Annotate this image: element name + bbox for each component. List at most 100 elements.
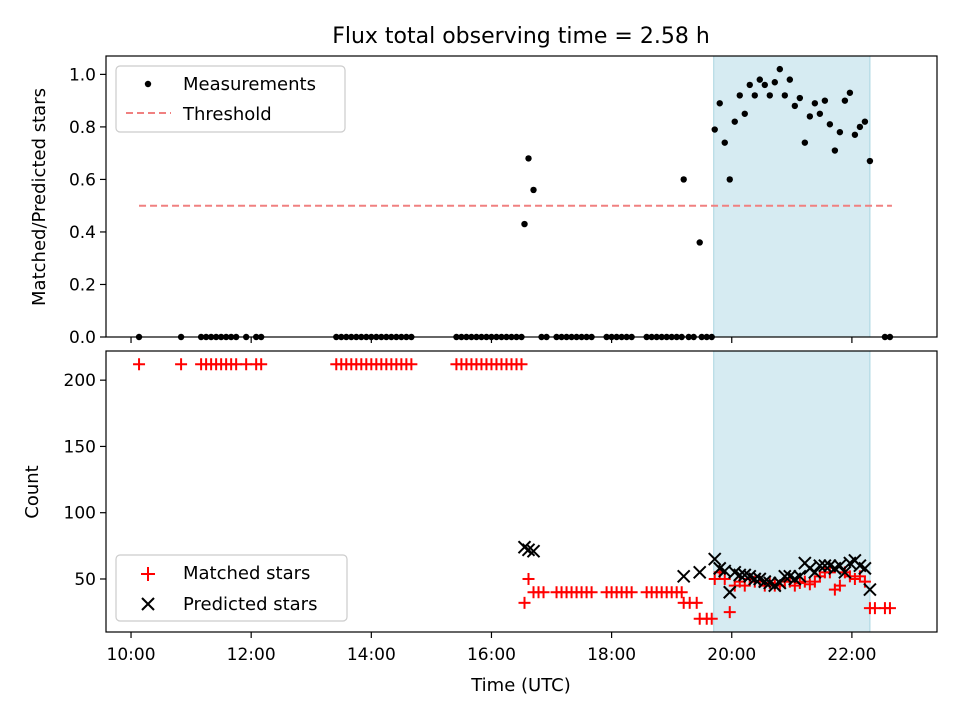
point-matched-stars xyxy=(675,586,688,599)
bottom-y-axis-label: Count xyxy=(22,465,43,518)
point-matched-stars xyxy=(848,572,861,585)
legend-label-predicted-stars: Predicted stars xyxy=(183,594,317,615)
point-measurements xyxy=(816,110,824,117)
legend-marker-matched-stars xyxy=(141,567,155,581)
x-tick-label: 12:00 xyxy=(227,645,276,665)
x-axis-label: Time (UTC) xyxy=(470,675,571,696)
legend-label-measurements: Measurements xyxy=(183,74,316,95)
top-legend: Measurements Threshold xyxy=(115,65,346,133)
top-y-axis-label: Matched/Predicted stars xyxy=(29,88,50,306)
point-predicted-stars xyxy=(748,572,762,586)
point-matched-stars xyxy=(133,358,146,371)
point-matched-stars xyxy=(522,572,535,585)
bottom-x-ticks: 10:00 12:00 14:00 16:00 18:00 20:00 22:00 xyxy=(107,632,876,665)
point-matched-stars xyxy=(405,358,418,371)
point-measurements xyxy=(726,176,733,183)
top-y-tick-label: 0.6 xyxy=(69,170,96,190)
point-matched-stars xyxy=(833,579,846,592)
point-predicted-stars xyxy=(858,561,872,576)
point-measurements xyxy=(801,139,809,146)
bottom-legend-box xyxy=(115,554,348,622)
point-matched-stars xyxy=(808,575,821,588)
point-measurements xyxy=(525,155,532,162)
point-matched-stars xyxy=(723,606,736,619)
top-y-tick-label: 1.0 xyxy=(69,65,96,85)
point-measurements xyxy=(836,128,844,136)
x-tick-label: 14:00 xyxy=(347,645,396,665)
point-predicted-stars xyxy=(773,576,787,590)
x-tick-label: 10:00 xyxy=(107,645,156,665)
point-measurements xyxy=(771,79,779,86)
point-measurements xyxy=(791,102,799,110)
top-panel: 0.0 0.2 0.4 0.6 0.8 1.0 Matched/Predicted sta… xyxy=(29,55,938,348)
point-measurements xyxy=(521,220,528,228)
bottom-legend: Matched stars Predicted stars xyxy=(115,554,348,622)
point-predicted-stars xyxy=(833,559,847,573)
point-measurements xyxy=(766,92,773,99)
point-predicted-stars xyxy=(808,565,822,580)
point-matched-stars xyxy=(255,358,268,371)
point-measurements xyxy=(736,92,743,99)
point-measurements xyxy=(841,97,849,104)
point-measurements xyxy=(811,100,819,107)
point-predicted-stars xyxy=(676,569,691,584)
x-tick-label: 20:00 xyxy=(707,645,756,665)
x-tick-label: 18:00 xyxy=(587,645,636,665)
bottom-panel: 50 100 150 200 10:00 12:00 14:00 16:00 18:00 20:… xyxy=(22,350,938,696)
point-measurements xyxy=(721,139,728,146)
bottom-highlight-interval xyxy=(713,350,871,633)
legend-marker-measurements xyxy=(144,80,152,88)
point-predicted-stars xyxy=(693,565,707,580)
point-measurements xyxy=(786,76,794,83)
point-measurements xyxy=(751,92,758,99)
point-predicted-stars xyxy=(818,559,832,573)
point-measurements xyxy=(716,100,723,107)
point-measurements xyxy=(776,65,784,73)
point-measurements xyxy=(851,131,859,138)
point-measurements xyxy=(761,81,768,89)
point-predicted-stars xyxy=(778,569,792,584)
legend-marker-predicted-stars xyxy=(141,597,155,611)
point-matched-stars xyxy=(705,612,718,625)
point-matched-stars xyxy=(625,586,638,599)
point-measurements xyxy=(831,147,839,154)
point-measurements xyxy=(731,118,738,125)
top-x-ticks xyxy=(130,337,853,343)
point-predicted-stars xyxy=(526,544,541,558)
bottom-y-tick-label: 200 xyxy=(64,371,96,391)
bottom-y-tick-label: 100 xyxy=(64,504,96,524)
point-matched-stars xyxy=(585,586,598,599)
point-matched-stars xyxy=(240,358,253,371)
point-matched-stars xyxy=(175,358,188,371)
x-tick-label: 22:00 xyxy=(827,645,876,665)
point-measurements xyxy=(856,123,864,131)
point-predicted-stars xyxy=(521,543,536,557)
point-predicted-stars xyxy=(793,569,807,584)
chart-title: Flux total observing time = 2.58 h xyxy=(332,24,710,49)
point-matched-stars xyxy=(515,358,528,371)
point-matched-stars xyxy=(690,596,703,609)
point-measurements xyxy=(826,121,834,128)
point-predicted-stars xyxy=(708,552,722,566)
top-y-tick-label: 0.0 xyxy=(69,328,96,348)
point-matched-stars xyxy=(708,572,721,585)
point-matched-stars xyxy=(883,602,896,615)
legend-label-threshold: Threshold xyxy=(182,104,272,125)
x-tick-label: 16:00 xyxy=(467,645,516,665)
top-y-ticks: 0.0 0.2 0.4 0.6 0.8 1.0 xyxy=(69,65,106,348)
point-measurements xyxy=(806,113,814,120)
point-measurements xyxy=(796,94,804,102)
point-matched-stars xyxy=(718,572,731,585)
bottom-plot-area xyxy=(133,358,896,625)
point-matched-stars xyxy=(518,596,531,609)
bottom-y-ticks: 50 100 150 200 xyxy=(64,371,106,590)
point-matched-stars xyxy=(537,586,550,599)
point-predicted-stars xyxy=(813,559,827,573)
point-measurements xyxy=(711,126,718,133)
point-matched-stars xyxy=(803,578,816,591)
point-matched-stars xyxy=(230,358,243,371)
point-measurements xyxy=(781,92,789,99)
point-predicted-stars xyxy=(838,565,852,580)
point-predicted-stars xyxy=(863,582,877,597)
